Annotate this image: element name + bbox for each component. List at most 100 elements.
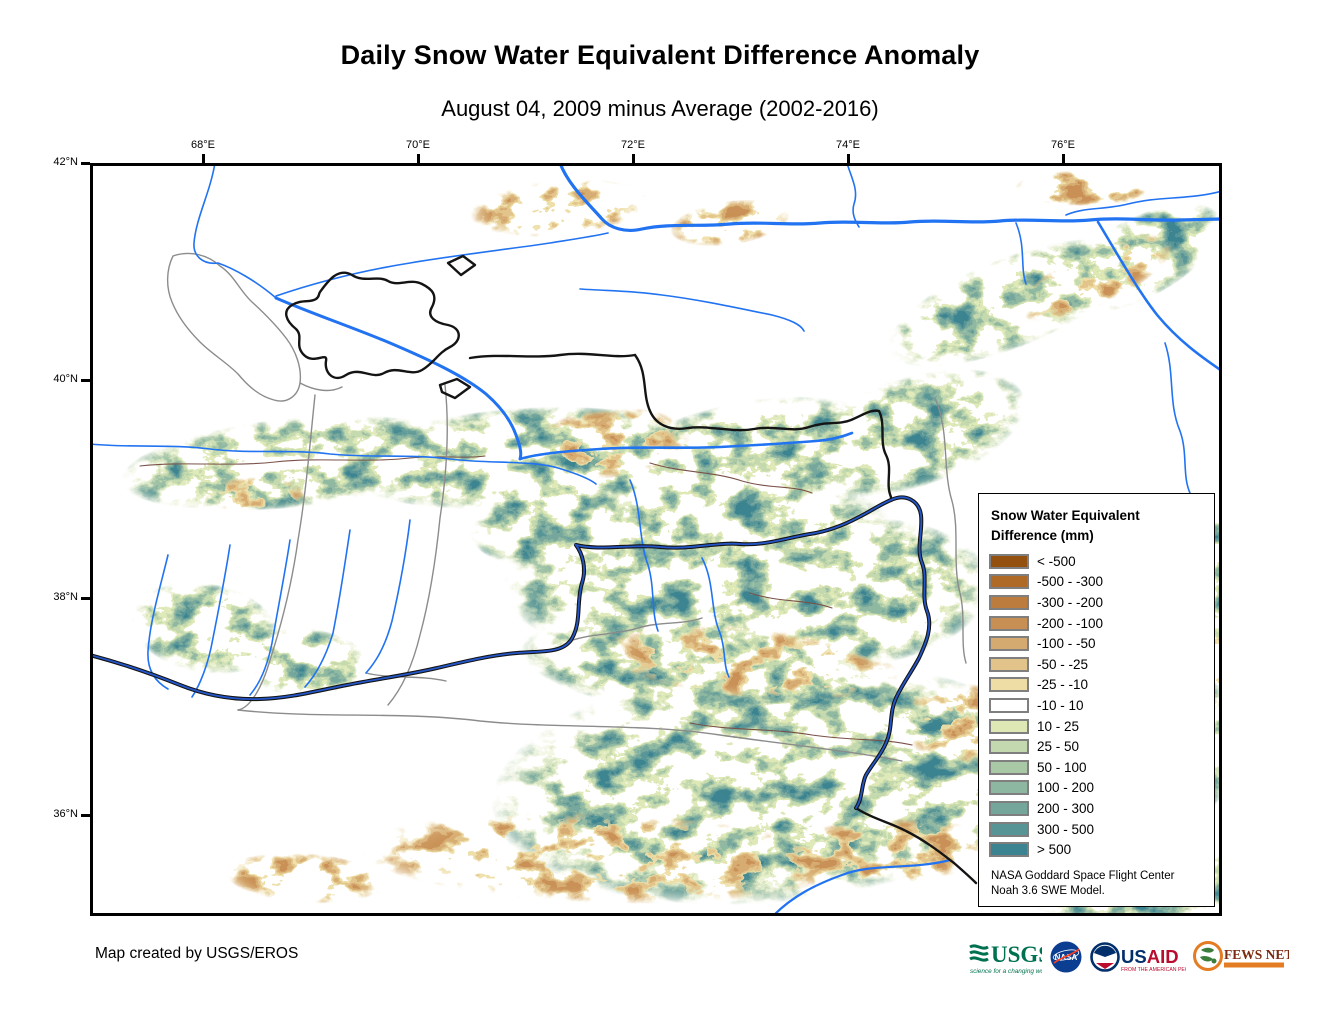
legend-entry: 200 - 300 xyxy=(989,798,1214,819)
latitude-label: 38°N xyxy=(53,591,78,603)
river xyxy=(629,479,659,632)
legend-entry: 50 - 100 xyxy=(989,757,1214,778)
legend-entry: > 500 xyxy=(989,839,1214,860)
legend-entry: -200 - -100 xyxy=(989,613,1214,634)
legend-entry-label: -500 - -300 xyxy=(1037,574,1104,590)
river xyxy=(304,529,351,688)
legend-title-line2: Difference (mm) xyxy=(991,528,1094,543)
usaid-wordmark: USAID xyxy=(1121,946,1179,967)
border-loop xyxy=(285,271,460,380)
longitude-label: 68°E xyxy=(191,139,215,151)
river xyxy=(558,161,1224,232)
latitude-tick xyxy=(81,162,90,165)
longitude-tick xyxy=(417,154,420,163)
legend-entry-label: 100 - 200 xyxy=(1037,780,1095,796)
river xyxy=(1164,342,1191,494)
latitude-tick xyxy=(81,814,90,817)
usgs-tagline: science for a changing world xyxy=(970,968,1042,975)
river xyxy=(193,162,277,299)
latitude-label: 42°N xyxy=(53,156,78,168)
legend-entry: < -500 xyxy=(989,551,1214,572)
district-boundaries xyxy=(139,455,913,746)
panj-river-overlay xyxy=(89,496,931,809)
latitude-label: 36°N xyxy=(53,808,78,820)
longitude-tick xyxy=(1062,154,1065,163)
legend-entry-label: -200 - -100 xyxy=(1037,615,1104,631)
legend-source-line1: NASA Goddard Space Flight Center xyxy=(991,869,1175,882)
legend-entry-label: 50 - 100 xyxy=(1037,759,1087,775)
legend-swatch xyxy=(989,821,1029,837)
latitude-label: 40°N xyxy=(53,373,78,385)
longitude-tick xyxy=(632,154,635,163)
river xyxy=(579,288,805,332)
legend-swatch xyxy=(989,656,1029,672)
river xyxy=(275,232,609,297)
legend-entry: -100 - -50 xyxy=(989,633,1214,654)
province-boundaries xyxy=(166,252,967,762)
border-enclave xyxy=(446,254,477,277)
river xyxy=(89,443,597,485)
legend-swatch xyxy=(989,739,1029,755)
map-frame xyxy=(90,163,1222,916)
longitude-label: 72°E xyxy=(621,139,645,151)
river xyxy=(249,539,291,696)
legend-swatch xyxy=(989,842,1029,858)
legend-entry-label: > 500 xyxy=(1037,842,1072,858)
river xyxy=(191,544,231,698)
latitude-tick xyxy=(81,379,90,382)
legend-entry-label: 25 - 50 xyxy=(1037,739,1080,755)
legend-entry-label: -50 - -25 xyxy=(1037,656,1089,672)
legend-entry: -10 - 10 xyxy=(989,695,1214,716)
legend-swatch xyxy=(989,780,1029,796)
legend-source-line2: Noah 3.6 SWE Model. xyxy=(991,884,1105,897)
legend-entry-label: < -500 xyxy=(1037,553,1076,569)
legend-entries: < -500 -500 - -300 -300 - -200 -200 - -100 -… xyxy=(989,551,1214,860)
usgs-logo: USGS science for a changing world xyxy=(969,942,1042,975)
legend-entry-label: -100 - -50 xyxy=(1037,636,1096,652)
page-subtitle: August 04, 2009 minus Average (2002-2016… xyxy=(441,96,879,121)
legend-swatch xyxy=(989,594,1029,610)
longitude-label: 70°E xyxy=(406,139,430,151)
river xyxy=(846,162,860,228)
nasa-logo: NASA xyxy=(1050,941,1082,973)
river xyxy=(772,858,952,917)
legend-entry-label: -10 - 10 xyxy=(1037,697,1084,713)
river xyxy=(274,296,523,461)
legend: Snow Water Equivalent Difference (mm) < … xyxy=(978,493,1215,907)
page-title: Daily Snow Water Equivalent Difference A… xyxy=(340,40,980,70)
rivers xyxy=(89,161,1224,917)
legend-entry: -500 - -300 xyxy=(989,572,1214,593)
legend-entry-label: 300 - 500 xyxy=(1037,821,1095,837)
fewsnet-logo: FEWS NET xyxy=(1193,941,1289,971)
legend-entry: 300 - 500 xyxy=(989,819,1214,840)
usaid-logo: USAID FROM THE AMERICAN PEOPLE xyxy=(1090,942,1186,973)
latitude-tick xyxy=(81,597,90,600)
river xyxy=(518,431,854,461)
longitude-label: 76°E xyxy=(1051,139,1075,151)
legend-entry: -300 - -200 xyxy=(989,592,1214,613)
river xyxy=(1065,190,1223,216)
legend-entry: -50 - -25 xyxy=(989,654,1214,675)
legend-swatch xyxy=(989,636,1029,652)
river xyxy=(1096,220,1224,373)
border-east xyxy=(633,353,893,502)
usgs-wordmark: USGS xyxy=(991,942,1042,967)
logo-strip: USGS science for a changing world NASA U… xyxy=(968,936,1289,978)
legend-swatch xyxy=(989,615,1029,631)
legend-entry: 25 - 50 xyxy=(989,736,1214,757)
nasa-wordmark: NASA xyxy=(1055,953,1078,962)
legend-source: NASA Goddard Space Flight Center Noah 3.… xyxy=(991,869,1202,899)
legend-swatch xyxy=(989,677,1029,693)
legend-swatch xyxy=(989,718,1029,734)
longitude-tick xyxy=(847,154,850,163)
legend-title-line1: Snow Water Equivalent xyxy=(991,508,1140,523)
legend-entry: 100 - 200 xyxy=(989,778,1214,799)
usaid-tagline: FROM THE AMERICAN PEOPLE xyxy=(1121,967,1186,973)
legend-entry-label: -300 - -200 xyxy=(1037,594,1104,610)
legend-swatch xyxy=(989,800,1029,816)
border-north xyxy=(468,352,637,360)
legend-swatch xyxy=(989,759,1029,775)
longitude-label: 74°E xyxy=(836,139,860,151)
legend-entry-label: 10 - 25 xyxy=(1037,718,1080,734)
legend-entry: 10 - 25 xyxy=(989,716,1214,737)
